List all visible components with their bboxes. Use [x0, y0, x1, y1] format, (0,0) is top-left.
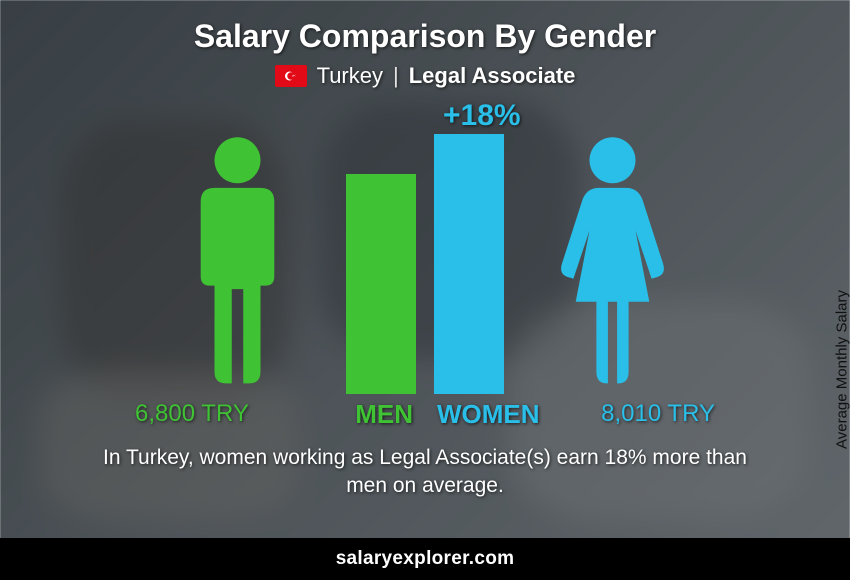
percent-diff-label: +18%: [443, 99, 521, 133]
y-axis-label: Average Monthly Salary: [834, 290, 850, 449]
men-salary-value: 6,800 TRY: [135, 400, 249, 428]
page-title: Salary Comparison By Gender: [20, 18, 830, 55]
chart-area: +18% 6,800 TRY MEN WO: [115, 99, 735, 434]
labels-row: 6,800 TRY MEN WOMEN 8,010 TRY: [115, 394, 735, 434]
job-title: Legal Associate: [409, 63, 576, 89]
turkey-flag-icon: [275, 65, 307, 87]
female-figure-icon: [555, 134, 670, 394]
men-label: MEN: [355, 399, 413, 430]
women-salary-value: 8,010 TRY: [601, 400, 715, 428]
content-layer: Salary Comparison By Gender Turkey | Leg…: [0, 0, 850, 580]
male-figure-icon: [180, 134, 295, 394]
bar-women: [434, 134, 504, 394]
separator: |: [393, 63, 399, 89]
women-label: WOMEN: [437, 399, 540, 430]
bar-group: [346, 134, 504, 394]
country-label: Turkey: [317, 63, 383, 89]
bar-men: [346, 174, 416, 394]
subtitle-row: Turkey | Legal Associate: [20, 63, 830, 89]
footer-source: salaryexplorer.com: [0, 538, 850, 580]
description-text: In Turkey, women working as Legal Associ…: [20, 444, 830, 501]
